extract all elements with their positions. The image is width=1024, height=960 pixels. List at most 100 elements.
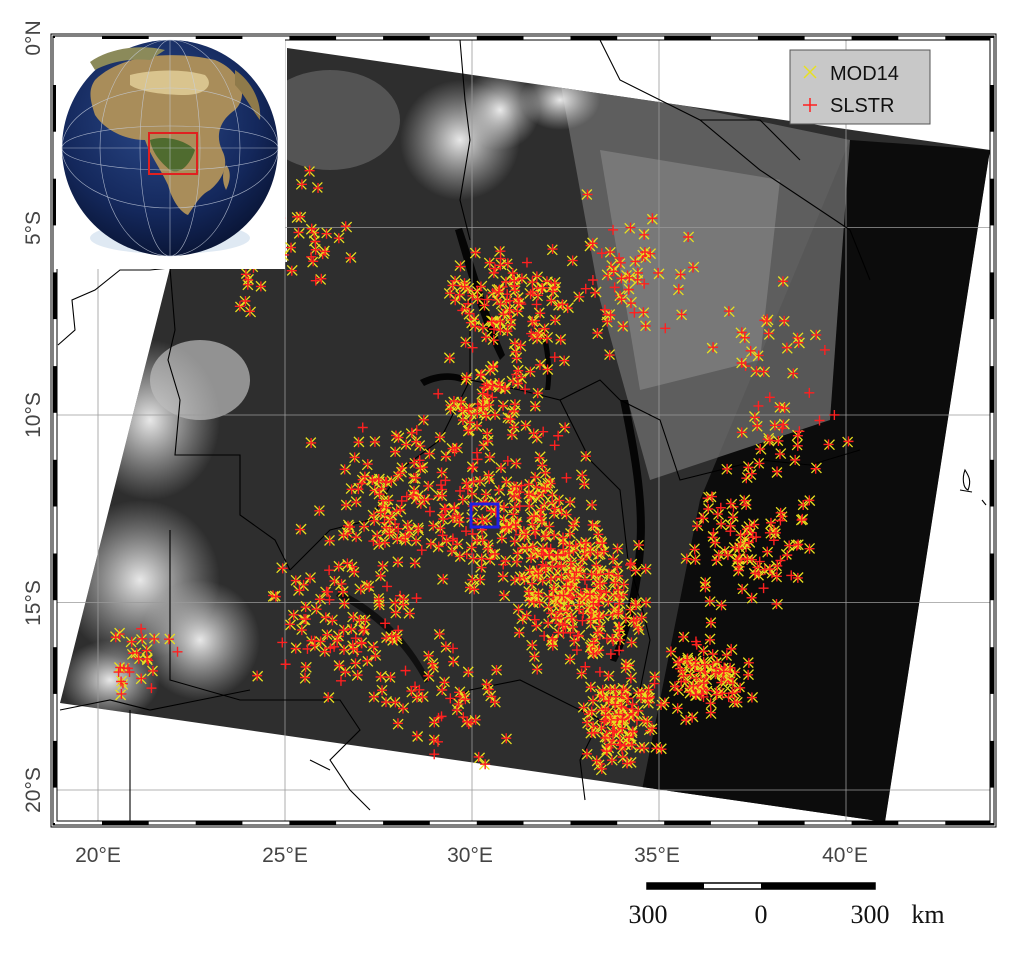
slstr-marker — [614, 625, 625, 636]
slstr-marker — [549, 530, 560, 541]
slstr-marker — [572, 630, 583, 641]
slstr-marker — [308, 256, 319, 267]
slstr-marker — [536, 516, 547, 527]
slstr-marker — [353, 484, 364, 495]
slstr-marker — [436, 467, 447, 478]
slstr-marker — [433, 388, 444, 399]
slstr-marker — [351, 497, 362, 508]
slstr-marker — [448, 656, 459, 667]
slstr-marker — [672, 703, 683, 714]
slstr-marker — [500, 522, 511, 533]
slstr-marker — [615, 635, 626, 646]
slstr-marker — [793, 539, 804, 550]
slstr-marker — [473, 751, 484, 762]
slstr-marker — [524, 565, 535, 576]
slstr-marker — [804, 543, 815, 554]
slstr-marker — [742, 554, 753, 565]
legend-label-mod14: MOD14 — [830, 63, 899, 85]
slstr-marker — [369, 436, 380, 447]
slstr-marker — [395, 504, 406, 515]
slstr-marker — [543, 618, 554, 629]
slstr-marker — [514, 627, 525, 638]
slstr-marker — [457, 406, 468, 417]
slstr-marker — [480, 332, 491, 343]
slstr-marker — [370, 650, 381, 661]
slstr-marker — [440, 475, 451, 486]
slstr-marker — [252, 670, 263, 681]
study-area-highlight-box — [469, 502, 500, 529]
slstr-marker — [437, 685, 448, 696]
mod14-marker — [354, 583, 366, 595]
slstr-marker — [454, 551, 465, 562]
slstr-marker — [640, 563, 651, 574]
slstr-marker — [510, 285, 521, 296]
mod14-marker — [544, 477, 556, 489]
slstr-marker — [416, 545, 427, 556]
slstr-marker — [324, 535, 335, 546]
slstr-marker — [346, 623, 357, 634]
slstr-marker — [819, 344, 830, 355]
slstr-marker — [362, 459, 373, 470]
slstr-marker — [511, 481, 522, 492]
slstr-marker — [418, 414, 429, 425]
slstr-marker — [754, 458, 765, 469]
slstr-marker — [447, 643, 458, 654]
slstr-marker — [551, 612, 562, 623]
slstr-marker — [510, 338, 521, 349]
slstr-marker — [755, 444, 766, 455]
slstr-marker — [568, 621, 579, 632]
slstr-marker — [531, 299, 542, 310]
slstr-marker — [445, 693, 456, 704]
mod14-marker — [552, 494, 564, 506]
slstr-marker — [746, 592, 757, 603]
slstr-marker — [843, 436, 854, 447]
slstr-marker — [490, 263, 501, 274]
slstr-marker — [528, 511, 539, 522]
slstr-marker — [712, 657, 723, 668]
slstr-marker — [419, 494, 430, 505]
slstr-marker — [409, 457, 420, 468]
slstr-marker — [632, 274, 643, 285]
slstr-marker — [602, 316, 613, 327]
slstr-marker — [509, 502, 520, 513]
slstr-marker — [676, 676, 687, 687]
slstr-marker — [350, 658, 361, 669]
slstr-marker — [446, 546, 457, 557]
slstr-marker — [450, 295, 461, 306]
slstr-marker — [455, 485, 466, 496]
slstr-marker — [576, 668, 587, 679]
slstr-marker — [377, 560, 388, 571]
slstr-marker — [587, 609, 598, 620]
slstr-marker — [333, 561, 344, 572]
slstr-marker — [527, 578, 538, 589]
slstr-marker — [296, 625, 307, 636]
slstr-marker — [596, 248, 607, 259]
slstr-marker — [550, 315, 561, 326]
slstr-marker — [284, 619, 295, 630]
slstr-marker — [521, 529, 532, 540]
slstr-marker — [736, 427, 747, 438]
slstr-marker — [726, 643, 737, 654]
slstr-marker — [520, 420, 531, 431]
slstr-marker — [428, 734, 439, 745]
mod14-marker — [614, 258, 626, 269]
slstr-marker — [504, 304, 515, 315]
slstr-marker — [567, 255, 578, 266]
slstr-marker — [445, 288, 456, 299]
slstr-marker — [463, 404, 474, 415]
slstr-marker — [554, 495, 565, 506]
slstr-marker — [459, 281, 470, 292]
slstr-marker — [687, 262, 698, 273]
slstr-marker — [511, 458, 522, 469]
slstr-marker — [549, 352, 560, 363]
slstr-marker — [586, 706, 597, 717]
slstr-marker — [762, 546, 773, 557]
slstr-marker — [461, 372, 472, 383]
slstr-marker — [240, 269, 251, 280]
mod14-marker — [653, 268, 665, 280]
slstr-marker — [149, 633, 160, 644]
slstr-marker — [581, 748, 592, 759]
slstr-marker — [305, 573, 316, 584]
slstr-marker — [172, 646, 183, 657]
slstr-marker — [555, 550, 566, 561]
